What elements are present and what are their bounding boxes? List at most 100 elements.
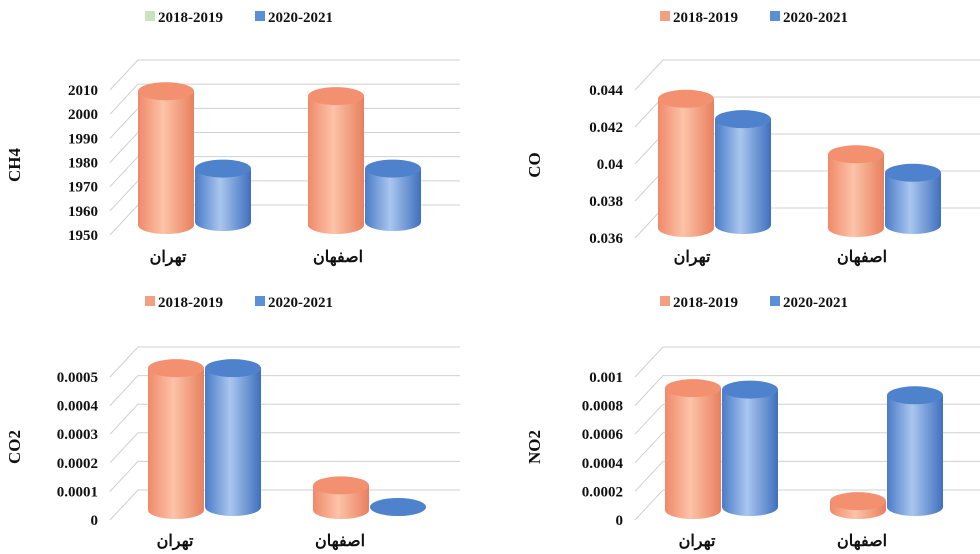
y-axis-label: CO2 — [5, 430, 24, 464]
bar-2020-2021 — [365, 168, 421, 231]
bar-cap — [658, 89, 714, 108]
category-label: تهران — [157, 533, 194, 551]
bar-2020-2021 — [885, 172, 941, 234]
gridline — [634, 59, 980, 91]
bar-2018-2019 — [313, 485, 369, 519]
bar-2018-2019 — [658, 98, 714, 237]
bar-cap — [722, 380, 778, 399]
y-axis-label: NO2 — [525, 430, 544, 464]
bar-2018-2019 — [138, 91, 194, 234]
y-tick-label: 0.044 — [589, 83, 623, 99]
gridline — [634, 403, 980, 435]
y-tick-label: 0.04 — [597, 157, 624, 173]
bar-cap — [715, 110, 771, 129]
legend-swatch — [255, 296, 265, 306]
legend-swatch — [770, 11, 780, 21]
legend-label: 2020-2021 — [268, 295, 333, 311]
bar-2020-2021 — [722, 389, 778, 516]
gridline — [109, 403, 460, 435]
bar-cap — [885, 163, 941, 182]
bar-cap — [195, 159, 251, 178]
bar-cap — [308, 87, 364, 106]
gridline — [634, 346, 980, 378]
bar-2018-2019 — [665, 388, 721, 519]
y-tick-label: 0 — [91, 513, 99, 529]
bar-cap — [138, 82, 194, 101]
bar-2018-2019 — [308, 96, 364, 234]
y-tick-label: 0.0005 — [57, 370, 98, 386]
y-tick-label: 2010 — [68, 83, 98, 99]
y-tick-label: 0 — [616, 513, 624, 529]
bar-2020-2021 — [887, 395, 943, 516]
legend-swatch — [255, 11, 265, 21]
gridline — [109, 83, 460, 115]
legend-swatch — [660, 11, 670, 21]
gridline — [109, 59, 460, 91]
bar-cap — [313, 476, 369, 495]
category-label: اصفهان — [837, 533, 887, 551]
gridline — [109, 432, 460, 464]
y-tick-label: 1950 — [68, 228, 98, 244]
category-label: اصفهان — [315, 533, 365, 551]
y-tick-label: 0.036 — [589, 231, 623, 247]
legend-swatch — [145, 296, 155, 306]
legend-label: 2018-2019 — [158, 295, 223, 311]
y-tick-label: 0.038 — [589, 194, 623, 210]
y-axis-label: CO — [525, 152, 544, 178]
gridline — [109, 460, 460, 492]
bar-2020-2021 — [205, 368, 261, 516]
bar-cap — [830, 492, 886, 511]
legend-label: 2018-2019 — [158, 10, 223, 26]
category-label: تهران — [150, 249, 187, 267]
y-tick-label: 0.0008 — [582, 399, 623, 415]
bar-cap — [205, 359, 261, 378]
bar-cap — [365, 159, 421, 178]
bar-2018-2019 — [828, 154, 884, 237]
category-label: تهران — [674, 249, 711, 267]
legend-label: 2020-2021 — [783, 295, 848, 311]
y-tick-label: 0.0006 — [582, 427, 624, 443]
bar-2018-2019 — [148, 368, 204, 519]
y-tick-label: 0.001 — [589, 370, 623, 386]
bar-cap — [370, 498, 426, 516]
category-label: تهران — [679, 533, 716, 551]
category-label: اصفهان — [837, 249, 887, 267]
y-tick-label: 0.0002 — [57, 456, 98, 472]
gridline — [634, 432, 980, 464]
legend-label: 2020-2021 — [268, 10, 333, 26]
y-tick-label: 2000 — [68, 107, 98, 123]
y-tick-label: 1960 — [68, 204, 98, 220]
bar-cap — [665, 379, 721, 398]
y-tick-label: 0.0004 — [582, 456, 624, 472]
y-tick-label: 0.0001 — [57, 484, 98, 500]
legend-label: 2020-2021 — [783, 10, 848, 26]
gridline — [634, 375, 980, 406]
bar-cap — [828, 145, 884, 164]
gridline — [634, 460, 980, 492]
legend-swatch — [145, 11, 155, 21]
gridline — [634, 489, 980, 521]
chart-panel-co: 0.036 0.038 0.04 0.042 0.044 CO 2018-2019 2020-… — [525, 10, 980, 267]
y-tick-label: 0.042 — [589, 120, 623, 136]
y-tick-label: 0.0002 — [582, 484, 623, 500]
category-label: اصفهان — [313, 249, 363, 267]
y-tick-label: 1980 — [68, 156, 98, 172]
legend-swatch — [660, 296, 670, 306]
legend-swatch — [770, 296, 780, 306]
gridline — [109, 375, 460, 406]
bar-cap — [887, 386, 943, 405]
chart-panel-no2: 0 0.0002 0.0004 0.0006 0.0008 0.001 NO2 2018-20… — [525, 295, 980, 551]
gridline — [109, 346, 460, 378]
y-tick-label: 0.0004 — [57, 399, 99, 415]
y-tick-label: 0.0003 — [57, 427, 98, 443]
chart-panel-co2: 0 0.0001 0.0002 0.0003 0.0004 0.0005 CO2 2018-2… — [5, 295, 460, 551]
chart-panel-ch4: 1950 1960 1970 1980 1990 2000 2010 CH4 2018-2019… — [5, 10, 460, 267]
legend-label: 2018-2019 — [673, 10, 738, 26]
y-tick-label: 1990 — [68, 131, 98, 147]
bar-cap — [148, 359, 204, 378]
bar-2020-2021 — [195, 168, 251, 231]
legend-label: 2018-2019 — [673, 295, 738, 311]
bar-2020-2021 — [715, 119, 771, 234]
y-tick-label: 1970 — [68, 180, 98, 196]
